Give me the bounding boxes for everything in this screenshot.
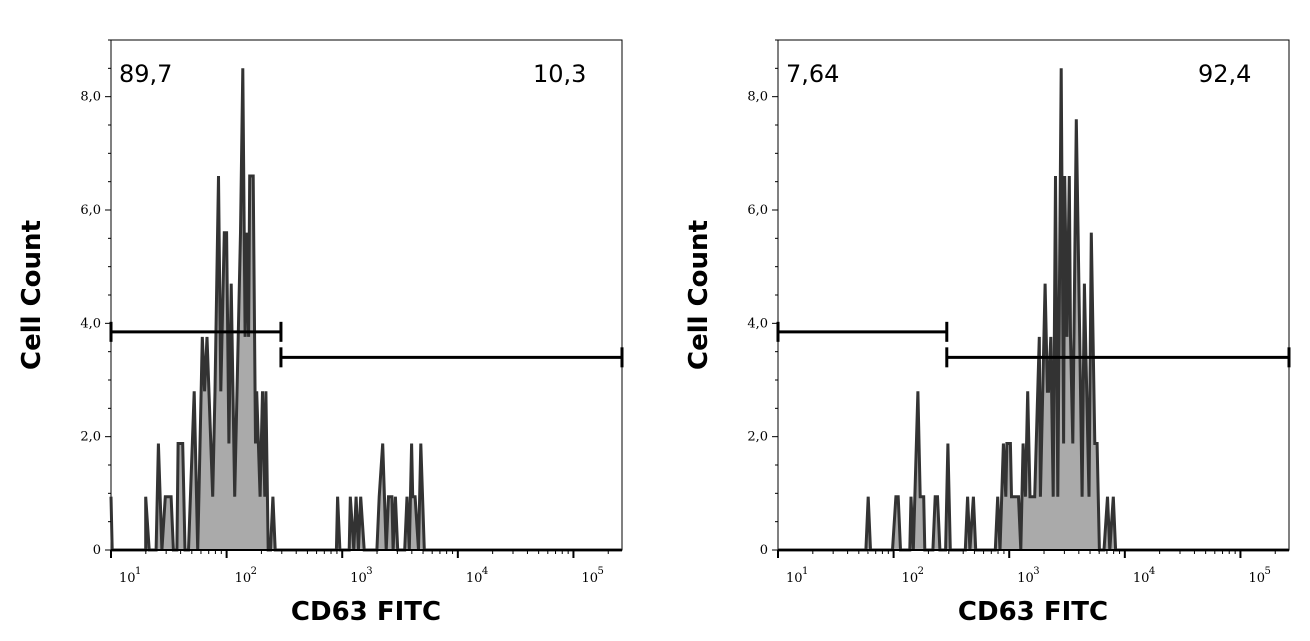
gate-right-percentage: 92,4	[1198, 60, 1251, 88]
y-tick-label: 8,0	[80, 90, 101, 105]
x-tick-label-base: 10	[786, 571, 803, 586]
x-tick-label-exponent: 2	[251, 566, 257, 577]
y-tick-label: 8,0	[747, 90, 768, 105]
x-tick-label-exponent: 5	[1264, 566, 1270, 577]
histogram-fill	[778, 68, 1289, 551]
gate-left-percentage: 7,64	[786, 60, 839, 88]
x-tick-label-base: 10	[902, 571, 919, 586]
histogram-panel-left: Cell Count CD63 FITC 89,7 10,3 0 2,0 4,0 6,…	[17, 39, 624, 627]
histogram-line	[778, 68, 1289, 552]
y-tick-label: 6,0	[747, 203, 768, 218]
histogram-panel-right: Cell Count CD63 FITC 7,64 92,4 0 2,0 4,0 6,…	[684, 39, 1291, 627]
y-tick-label: 6,0	[80, 203, 101, 218]
y-tick-label: 4,0	[747, 316, 768, 331]
gate-right-percentage: 10,3	[533, 60, 586, 88]
y-axis-title: Cell Count	[684, 220, 714, 370]
histogram-line	[109, 68, 622, 552]
x-tick-label-exponent: 4	[482, 566, 488, 577]
x-tick-label-exponent: 5	[597, 566, 603, 577]
plot-frame	[777, 39, 1290, 551]
y-tick-label: 4,0	[80, 316, 101, 331]
y-tick-label: 2,0	[80, 430, 101, 445]
x-tick-label-base: 10	[466, 571, 483, 586]
x-tick-label-base: 10	[119, 571, 136, 586]
x-tick-label-exponent: 2	[918, 566, 924, 577]
x-tick-label-base: 10	[581, 571, 598, 586]
histogram-fill	[111, 68, 622, 551]
plot-frame	[110, 39, 623, 551]
x-tick-label-base: 10	[350, 571, 367, 586]
x-tick-label-exponent: 4	[1149, 566, 1155, 577]
x-tick-label-base: 10	[1017, 571, 1034, 586]
gate-left-percentage: 89,7	[119, 60, 172, 88]
x-tick-label-exponent: 3	[1033, 566, 1039, 577]
x-tick-label-exponent: 3	[366, 566, 372, 577]
x-tick-label-base: 10	[1133, 571, 1150, 586]
y-axis-title: Cell Count	[17, 220, 47, 370]
y-tick-label: 0	[93, 543, 101, 558]
y-tick-label: 2,0	[747, 430, 768, 445]
x-tick-label-exponent: 1	[802, 566, 808, 577]
x-axis-title: CD63 FITC	[958, 597, 1108, 627]
x-axis-title: CD63 FITC	[291, 597, 441, 627]
y-tick-label: 0	[760, 543, 768, 558]
x-tick-label-base: 10	[1248, 571, 1265, 586]
x-tick-label-base: 10	[235, 571, 252, 586]
x-tick-label-exponent: 1	[135, 566, 141, 577]
